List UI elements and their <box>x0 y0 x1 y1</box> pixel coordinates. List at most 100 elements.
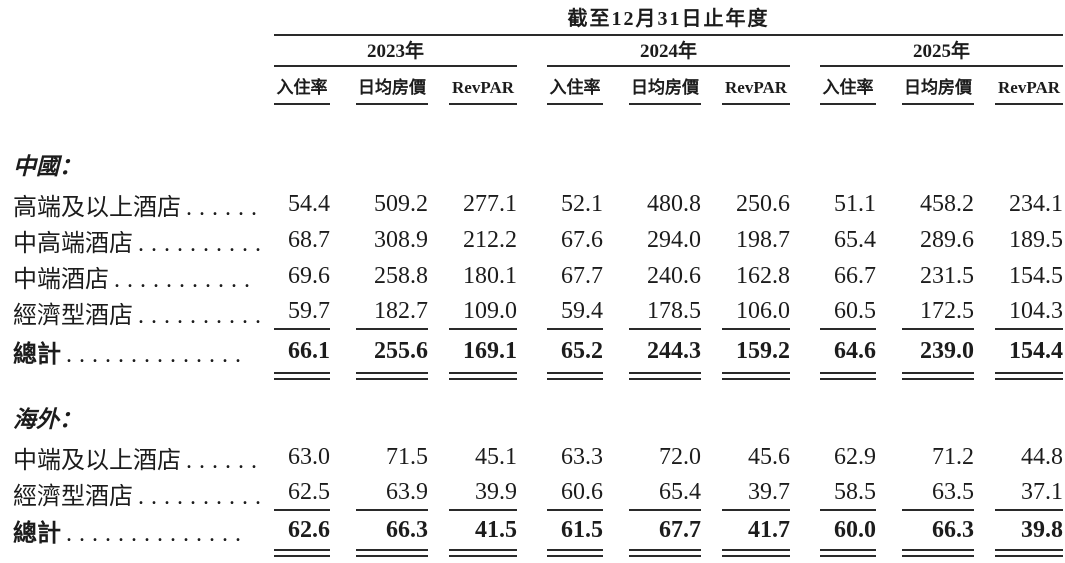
double-rule <box>995 372 1063 380</box>
double-rule <box>902 549 974 557</box>
gap-cell <box>428 511 449 549</box>
double-rule <box>547 372 603 380</box>
group-gap-cell <box>517 511 547 549</box>
group-gap-cell <box>517 36 547 67</box>
gap-cell <box>974 330 995 372</box>
double-rule <box>449 372 517 380</box>
value-cell: 39.9 <box>449 475 517 511</box>
row-label: 中高端酒店 <box>13 230 133 257</box>
gap-cell <box>974 258 995 294</box>
gap-cell <box>876 186 902 222</box>
group-gap-cell <box>790 330 820 372</box>
metric-header: 入住率 <box>547 67 603 105</box>
gap-cell <box>428 67 449 105</box>
double-rule <box>356 549 428 557</box>
leader-dots: .............. <box>66 341 248 368</box>
row-label-cell: 經濟型酒店.......... <box>0 475 274 511</box>
group-gap-cell <box>517 372 547 386</box>
spacer-cell <box>0 36 274 67</box>
row-label-cell: 中端酒店........... <box>0 258 274 294</box>
gap-cell <box>330 475 356 511</box>
double-rule-cell <box>356 549 428 563</box>
value-cell: 62.9 <box>834 443 876 470</box>
value-cell: 63.5 <box>902 475 974 511</box>
total-value-cell: 66.1 <box>288 337 330 364</box>
gap-cell <box>603 372 629 386</box>
gap-cell <box>330 330 356 372</box>
total-value-cell: 39.8 <box>1021 516 1063 543</box>
value-cell: 60.5 <box>820 294 876 330</box>
gap-cell <box>974 186 995 222</box>
total-value-cell: 41.7 <box>748 516 790 543</box>
value-cell: 59.4 <box>547 294 603 330</box>
gap-cell <box>603 294 629 330</box>
gap-cell <box>974 294 995 330</box>
value-cell: 65.4 <box>834 226 876 253</box>
metric-header: RevPAR <box>449 67 517 105</box>
section-title: 海外： <box>13 407 82 432</box>
metric-header: 日均房價 <box>629 67 701 105</box>
value-cell: 37.1 <box>995 475 1063 511</box>
value-cell: 180.1 <box>463 262 517 289</box>
gap-cell <box>701 294 722 330</box>
total-label: 總計 <box>13 341 61 368</box>
gap-cell <box>428 330 449 372</box>
group-gap-cell <box>517 439 547 475</box>
gap-cell <box>701 372 722 386</box>
gap-cell <box>603 475 629 511</box>
value-cell: 63.0 <box>288 443 330 470</box>
total-label: 總計 <box>13 520 61 547</box>
spacer-cell <box>0 386 1063 399</box>
value-cell: 68.7 <box>288 226 330 253</box>
leader-dots: .......... <box>138 483 268 510</box>
spacer-cell <box>0 372 274 386</box>
total-value-cell: 60.0 <box>834 516 876 543</box>
gap-cell <box>701 222 722 258</box>
gap-cell <box>603 186 629 222</box>
gap-cell <box>603 258 629 294</box>
double-rule-cell <box>722 549 790 563</box>
gap-cell <box>876 222 902 258</box>
gap-cell <box>974 222 995 258</box>
metric-header: 日均房價 <box>356 67 428 105</box>
double-rule <box>722 549 790 557</box>
value-cell: 277.1 <box>463 190 517 217</box>
row-label-cell: 中端及以上酒店...... <box>0 439 274 475</box>
leader-dots: .............. <box>66 520 248 547</box>
total-label-cell: 總計.............. <box>0 330 274 372</box>
corner-spacer-cell <box>0 2 274 36</box>
gap-cell <box>330 258 356 294</box>
value-cell: 234.1 <box>1009 190 1063 217</box>
year-header: 2025年 <box>820 36 1063 67</box>
group-gap-cell <box>790 222 820 258</box>
gap-cell <box>330 222 356 258</box>
double-rule-cell <box>629 372 701 386</box>
row-label: 高端及以上酒店 <box>13 194 181 221</box>
value-cell: 172.5 <box>902 294 974 330</box>
section-title: 中國： <box>13 154 82 179</box>
leader-dots: .......... <box>138 230 268 257</box>
value-cell: 182.7 <box>356 294 428 330</box>
double-rule <box>356 372 428 380</box>
gap-cell <box>428 372 449 386</box>
double-rule <box>547 549 603 557</box>
double-rule-cell <box>274 372 330 386</box>
value-cell: 66.7 <box>834 262 876 289</box>
gap-cell <box>701 511 722 549</box>
group-gap-cell <box>517 67 547 105</box>
gap-cell <box>974 67 995 105</box>
value-cell: 67.7 <box>561 262 603 289</box>
value-cell: 308.9 <box>374 226 428 253</box>
total-value-cell: 255.6 <box>374 337 428 364</box>
value-cell: 54.4 <box>288 190 330 217</box>
value-cell: 289.6 <box>920 226 974 253</box>
gap-cell <box>701 330 722 372</box>
value-cell: 69.6 <box>288 262 330 289</box>
double-rule-cell <box>274 549 330 563</box>
total-value-cell: 244.3 <box>647 337 701 364</box>
group-gap-cell <box>517 294 547 330</box>
gap-cell <box>603 222 629 258</box>
gap-cell <box>974 475 995 511</box>
metric-header: 日均房價 <box>902 67 974 105</box>
